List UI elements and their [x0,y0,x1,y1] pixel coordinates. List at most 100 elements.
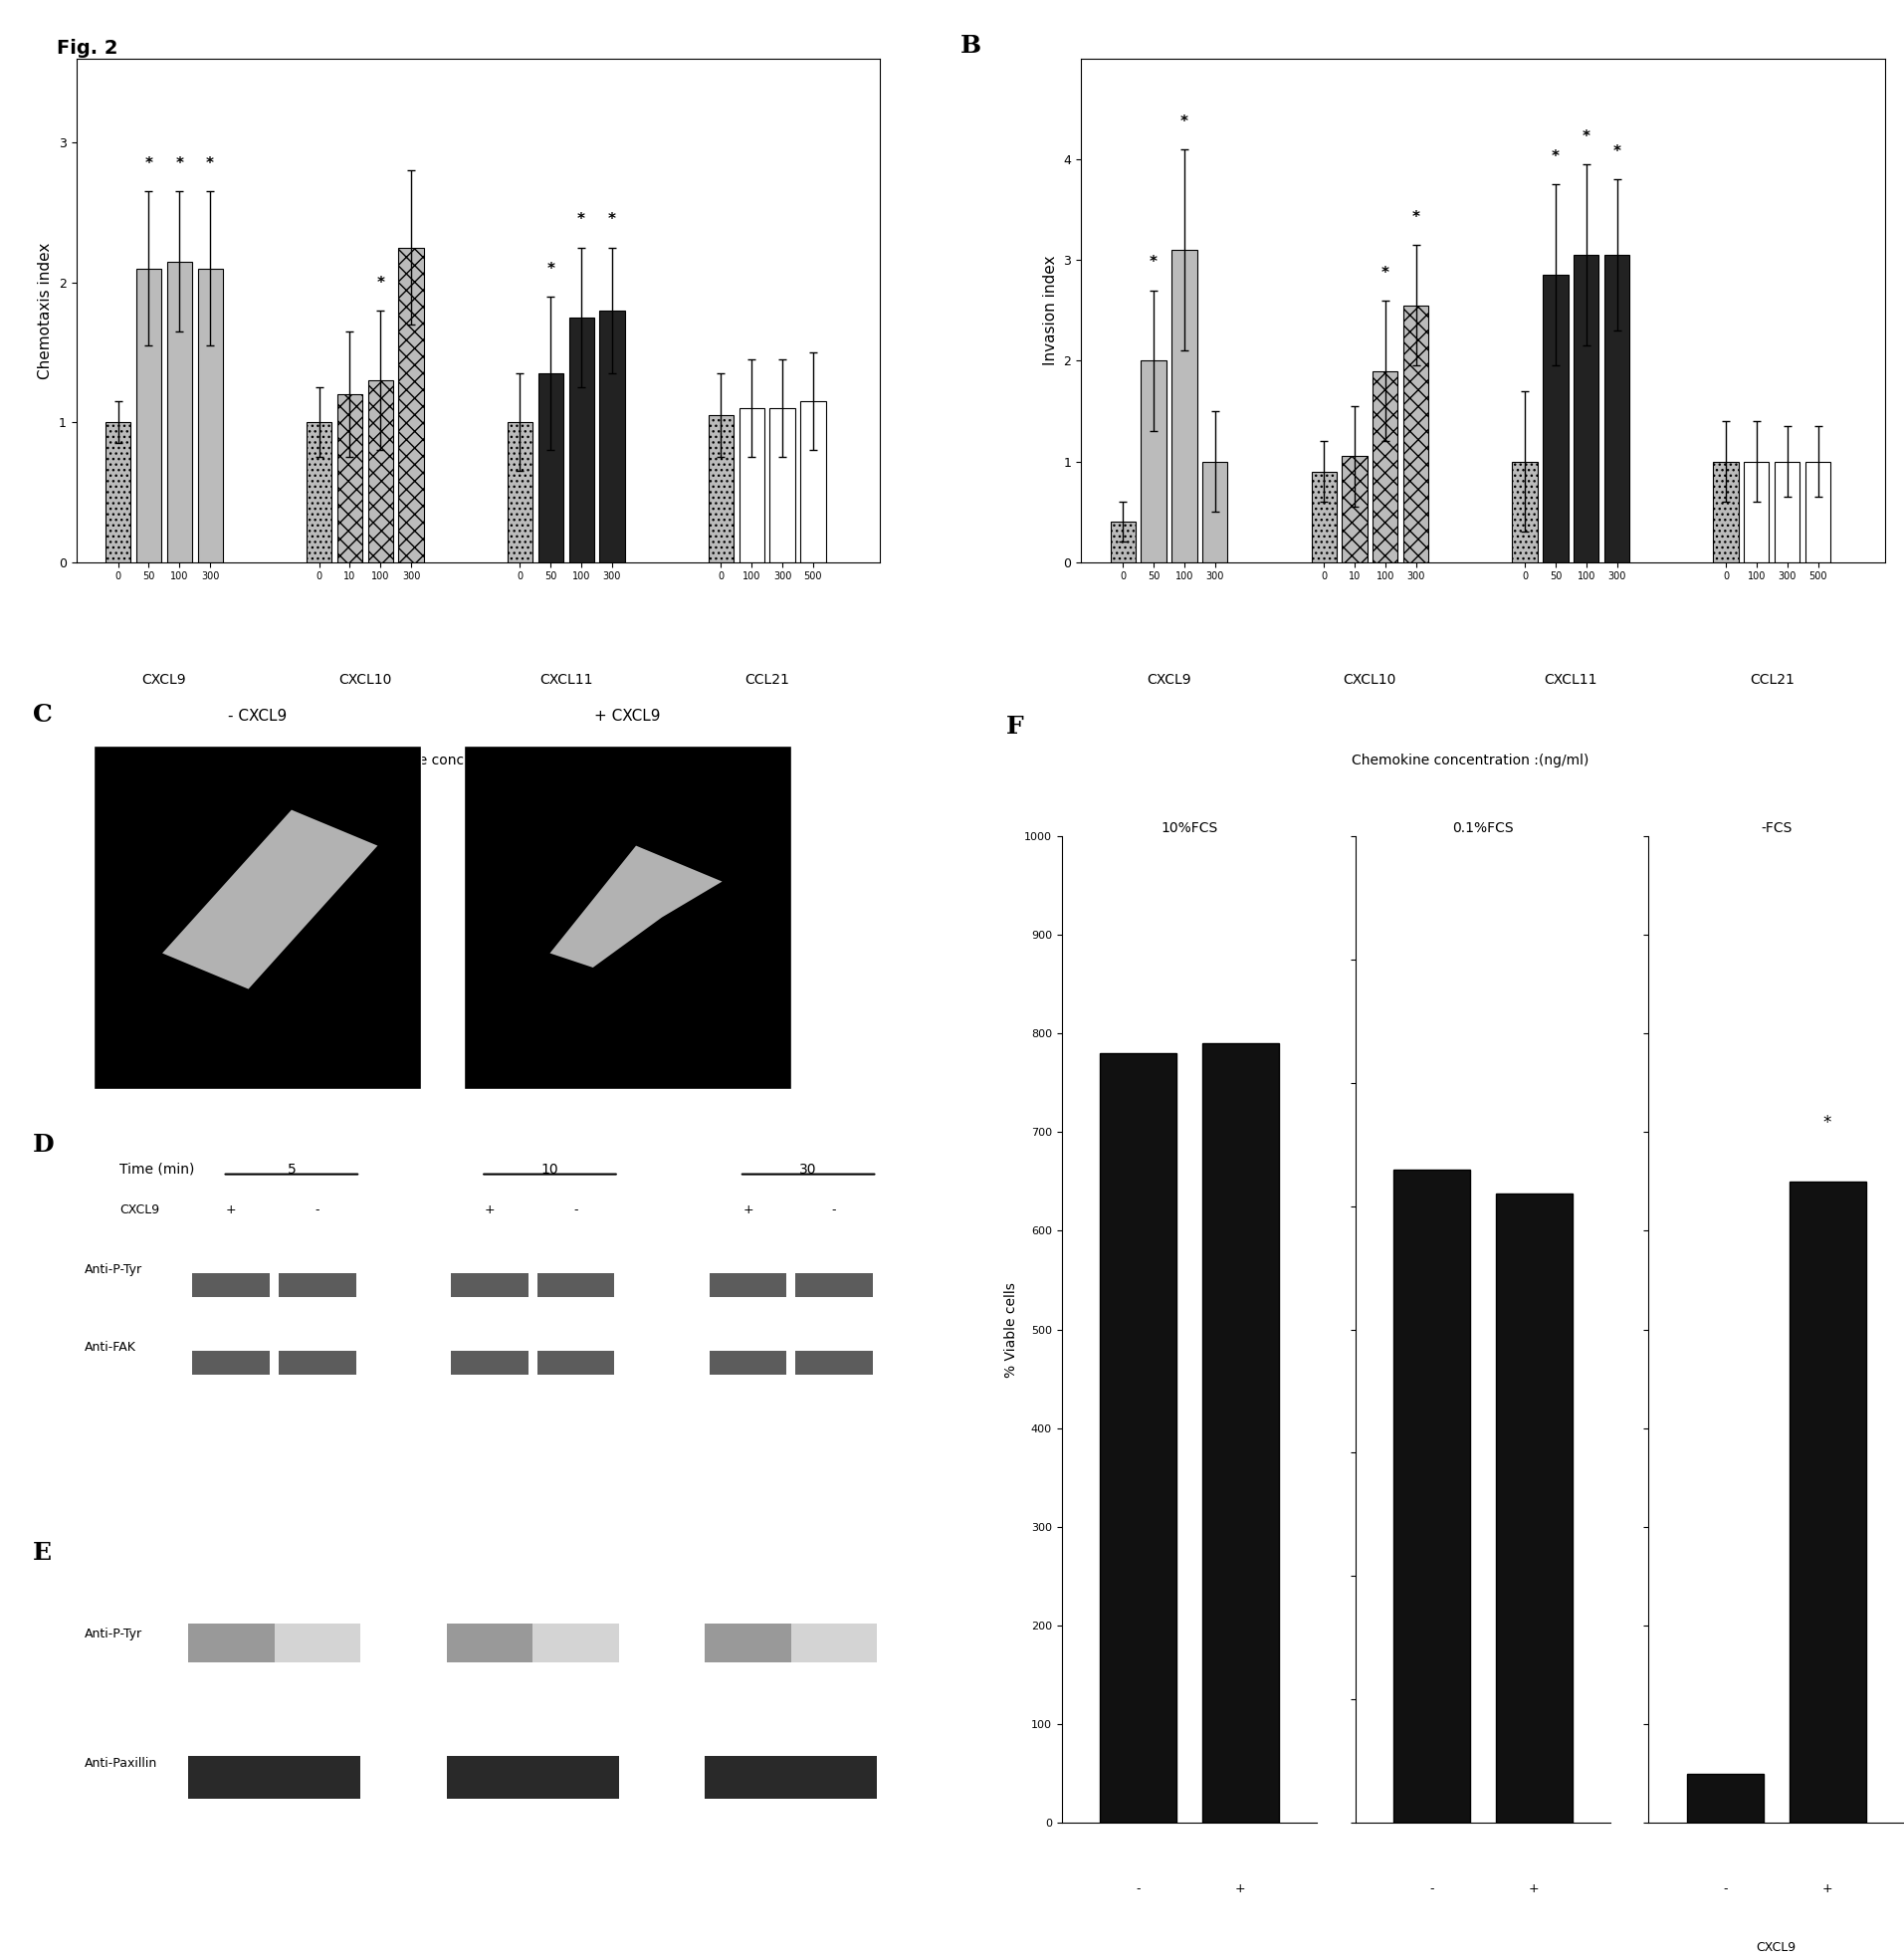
Bar [1201,1043,1279,1823]
Bar [168,261,192,563]
Bar [447,1756,533,1799]
Text: CXCL10: CXCL10 [1344,672,1396,686]
Bar [1403,306,1428,563]
Text: *: * [145,157,152,171]
Bar [1605,255,1630,563]
Text: *: * [1582,129,1590,145]
Text: CXCL9: CXCL9 [120,1203,160,1217]
Bar [569,318,594,563]
Bar [192,1272,270,1298]
Title: -FCS: -FCS [1761,821,1792,835]
Text: *: * [546,261,554,276]
Text: -: - [1723,1882,1727,1895]
Bar [451,1272,527,1298]
Bar [307,421,331,563]
Bar [398,247,425,563]
Bar [192,1350,270,1374]
Bar [708,1272,786,1298]
Text: CXCL11: CXCL11 [539,672,592,686]
Bar [137,269,162,563]
Text: *: * [175,157,183,171]
Bar [105,421,131,563]
Text: 5: 5 [288,1162,295,1176]
Bar [1171,251,1198,563]
Title: 0.1%FCS: 0.1%FCS [1453,821,1514,835]
Bar [708,416,733,563]
Text: +: + [1822,1882,1834,1895]
Bar [188,1756,274,1799]
Y-axis label: Chemotaxis index: Chemotaxis index [38,241,53,378]
Text: E: E [32,1541,51,1564]
Bar [274,1623,360,1662]
Text: Chemokine concentration (ng/ml): Chemokine concentration (ng/ml) [348,753,583,766]
Bar [278,1272,356,1298]
Text: -: - [1430,1882,1434,1895]
Text: +: + [484,1203,495,1217]
Bar [188,1623,274,1662]
Bar [508,421,533,563]
Bar [790,1756,878,1799]
Bar [1575,255,1599,563]
Bar [796,1350,872,1374]
Text: Fig. 2: Fig. 2 [57,39,118,59]
Bar [1203,461,1228,563]
Text: *: * [1613,145,1620,159]
Bar [769,408,796,563]
Text: B: B [960,33,981,57]
Text: Anti-FAK: Anti-FAK [86,1341,137,1354]
Bar [537,1272,615,1298]
Text: CXCL10: CXCL10 [339,672,392,686]
Bar [1312,472,1337,563]
Bar [337,394,362,563]
Text: CXCL9: CXCL9 [143,672,187,686]
Text: -: - [314,1203,320,1217]
Text: CXCL9: CXCL9 [1755,1940,1795,1954]
Text: Chemokine concentration :(ng/ml): Chemokine concentration :(ng/ml) [1352,753,1590,766]
Text: + CXCL9: + CXCL9 [594,710,661,723]
Bar [451,1350,527,1374]
Title: 10%FCS: 10%FCS [1161,821,1219,835]
Bar [1140,361,1165,563]
Bar [93,745,421,1090]
Text: +: + [743,1203,754,1217]
Text: *: * [1413,210,1420,225]
Bar [800,402,826,563]
Bar [1497,1194,1573,1823]
Text: *: * [206,157,213,171]
Bar [533,1623,619,1662]
Y-axis label: % Viable cells: % Viable cells [1005,1282,1019,1378]
Text: +: + [1529,1882,1538,1895]
Bar [278,1350,356,1374]
Text: *: * [577,212,585,227]
Text: Time (min): Time (min) [120,1162,194,1176]
Text: - CXCL9: - CXCL9 [228,710,286,723]
Bar [537,1350,615,1374]
Text: CXCL11: CXCL11 [1544,672,1597,686]
Text: 10: 10 [541,1162,558,1176]
Bar [1775,461,1799,563]
Bar [539,372,564,563]
Bar [533,1756,619,1799]
Bar [704,1756,790,1799]
Text: Anti-P-Tyr: Anti-P-Tyr [86,1264,143,1276]
Bar [1790,1182,1866,1823]
Bar [796,1272,872,1298]
Bar [1714,461,1738,563]
Text: D: D [32,1133,55,1156]
Text: 30: 30 [800,1162,817,1176]
Bar [198,269,223,563]
Bar [367,380,392,563]
Bar [274,1756,360,1799]
Bar [465,745,790,1090]
Text: +: + [1236,1882,1245,1895]
Text: Anti-P-Tyr: Anti-P-Tyr [86,1627,143,1641]
Bar [1373,370,1398,563]
Polygon shape [162,809,377,990]
Text: CXCL9: CXCL9 [1146,672,1192,686]
Text: C: C [32,702,53,727]
Bar [1512,461,1537,563]
Text: *: * [607,212,617,227]
Text: *: * [1150,255,1158,270]
Text: -: - [573,1203,579,1217]
Bar [790,1623,878,1662]
